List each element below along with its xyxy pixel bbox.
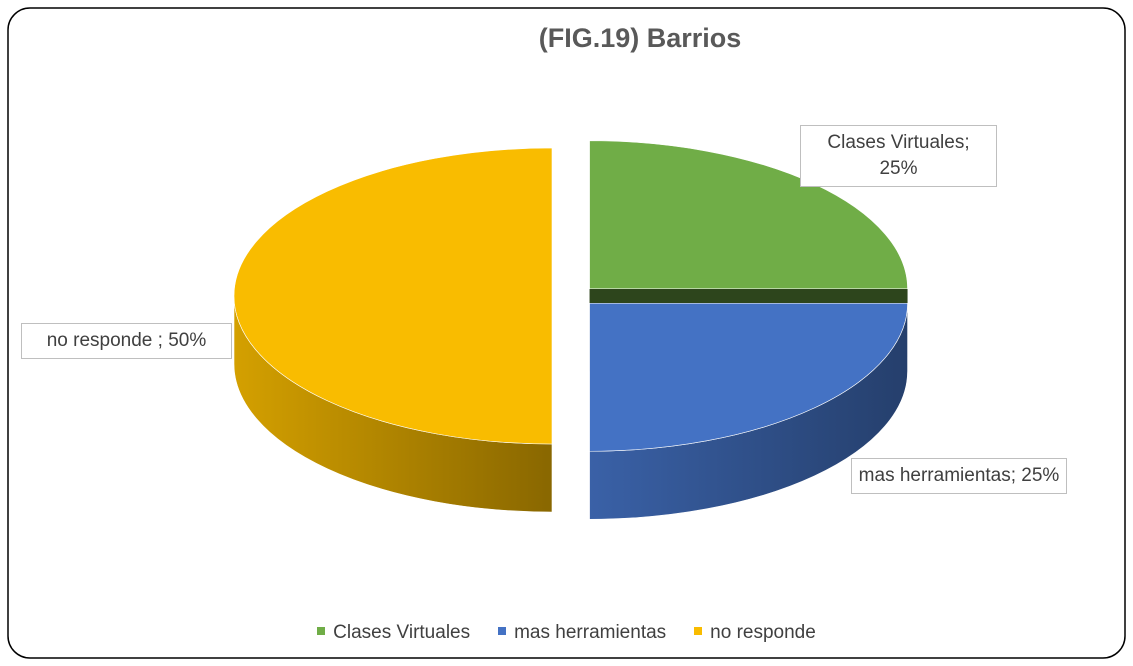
legend-swatch bbox=[498, 626, 507, 635]
slice bbox=[233, 147, 553, 445]
slice bbox=[589, 302, 908, 452]
legend-item: no responde bbox=[694, 622, 816, 644]
legend-swatch bbox=[317, 626, 326, 635]
data-label: no responde ; 50% bbox=[21, 323, 232, 359]
legend-label: Clases Virtuales bbox=[333, 622, 471, 643]
legend-label: mas herramientas bbox=[514, 622, 667, 643]
legend-item: Clases Virtuales bbox=[317, 622, 470, 644]
pie bbox=[233, 140, 908, 520]
legend-label: no responde bbox=[710, 622, 816, 643]
data-label: mas herramientas; 25% bbox=[851, 458, 1067, 494]
legend: Clases Virtuales mas herramientas no respo… bbox=[0, 622, 1133, 644]
legend-swatch bbox=[694, 626, 703, 635]
legend-item: mas herramientas bbox=[498, 622, 666, 644]
chart-title: (FIG.19) Barrios bbox=[539, 23, 742, 53]
data-label: Clases Virtuales; 25% bbox=[800, 125, 997, 187]
